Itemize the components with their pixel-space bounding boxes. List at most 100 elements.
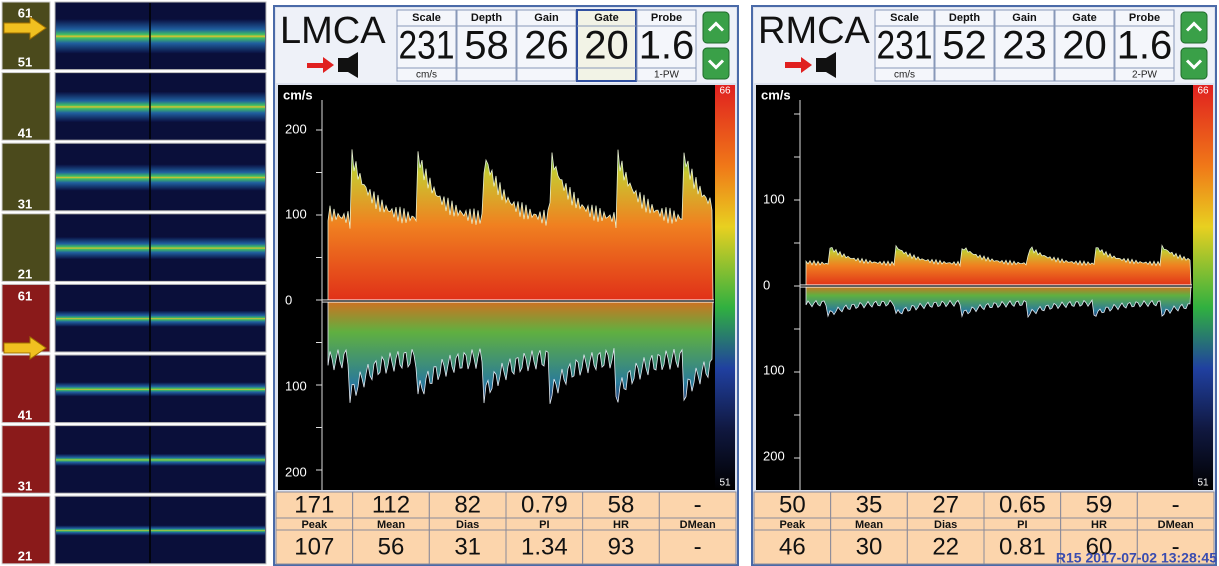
scroll-down-button[interactable] — [702, 47, 730, 80]
stat-value: 112 — [372, 491, 410, 518]
stat-cell — [983, 529, 1062, 565]
field-box[interactable] — [1114, 9, 1175, 82]
color-scale-top: 66 — [719, 86, 731, 97]
stat-label: Mean — [855, 519, 883, 531]
stat-value: 27 — [932, 491, 959, 518]
probe-icon — [338, 52, 358, 78]
depth-label: 41 — [18, 407, 32, 422]
stat-value: 0.65 — [999, 491, 1046, 518]
stat-value: - — [1172, 491, 1180, 518]
stat-label: HR — [1091, 519, 1107, 531]
thumbnail-band — [56, 91, 265, 122]
field-label: Scale — [412, 12, 441, 24]
waveform-forward — [327, 149, 714, 302]
depth-cell — [1, 72, 51, 141]
field-value: 26 — [524, 24, 569, 68]
stat-cell — [753, 529, 832, 565]
axis-tick-label: 100 — [763, 191, 785, 206]
scroll-down-button[interactable] — [1180, 47, 1208, 80]
probe-icon — [816, 52, 836, 78]
stat-label: Dias — [456, 519, 479, 531]
axis-unit: cm/s — [761, 87, 791, 102]
button-chevron — [707, 59, 725, 70]
field-label: Gate — [594, 12, 618, 24]
field-value: 20 — [1062, 24, 1107, 68]
depth-label: 31 — [18, 478, 32, 493]
field-box[interactable] — [516, 9, 577, 82]
button-chevron — [1185, 21, 1203, 32]
stat-value: - — [694, 533, 702, 560]
stat-value: 31 — [454, 533, 481, 560]
field-box[interactable] — [636, 9, 697, 82]
field-box[interactable] — [934, 9, 995, 82]
depth-cell — [1, 142, 51, 212]
stat-value: 0.81 — [999, 533, 1046, 560]
stat-value: 56 — [378, 533, 405, 560]
depth-cell — [1, 213, 51, 282]
axis-tick-label: 100 — [763, 362, 785, 377]
field-label: Probe — [1129, 12, 1160, 24]
probe-arrow — [307, 57, 334, 73]
stat-value: 46 — [779, 533, 806, 560]
stat-value: 0.79 — [521, 491, 568, 518]
stat-cell — [275, 529, 354, 565]
field-value: 58 — [464, 24, 509, 68]
field-label: Gain — [1012, 12, 1037, 24]
axis-tick-label: 0 — [763, 277, 770, 292]
field-box[interactable] — [456, 9, 517, 82]
field-box[interactable] — [576, 9, 637, 82]
stat-value: 171 — [294, 491, 334, 518]
depth-cell — [1, 495, 51, 565]
stat-cell — [505, 529, 584, 565]
field-box[interactable] — [1054, 9, 1115, 82]
stat-cell — [658, 491, 737, 519]
thumbnail-band — [56, 164, 265, 191]
waveform-reverse — [805, 285, 1192, 319]
stat-label: DMean — [680, 519, 716, 531]
stat-value: 35 — [856, 491, 883, 518]
stat-value: 30 — [856, 533, 883, 560]
field-unit: 1-PW — [654, 70, 680, 81]
stat-value: 1.34 — [521, 533, 568, 560]
field-unit: cm/s — [894, 70, 915, 81]
thumbnail-band — [56, 525, 265, 536]
button-chevron — [707, 21, 725, 32]
depth-label: 61 — [18, 288, 32, 303]
depth-label: 61 — [18, 5, 32, 20]
field-value: 52 — [942, 24, 987, 68]
field-value: 23 — [1002, 24, 1047, 68]
field-box[interactable] — [994, 9, 1055, 82]
depth-cell — [1, 354, 51, 424]
stat-cell — [582, 529, 660, 565]
axis-tick-label: 200 — [763, 448, 785, 463]
color-scale — [715, 85, 735, 490]
stat-label: Dias — [934, 519, 957, 531]
stat-cell — [1136, 529, 1215, 565]
stat-label: PI — [539, 519, 549, 531]
axis-tick-label: 0 — [285, 292, 292, 307]
scroll-up-button[interactable] — [702, 11, 730, 44]
stat-cell — [428, 491, 507, 519]
color-scale — [1193, 85, 1213, 490]
stat-value: 60 — [1086, 533, 1113, 560]
depth-label: 51 — [18, 54, 32, 69]
stat-label: HR — [613, 519, 629, 531]
scroll-up-button[interactable] — [1180, 11, 1208, 44]
depth-label: 41 — [18, 125, 32, 140]
selection-arrow — [3, 16, 47, 40]
color-scale-bottom: 51 — [719, 478, 731, 489]
axis-unit: cm/s — [283, 87, 313, 102]
depth-cell — [1, 425, 51, 494]
waveform-reverse — [327, 300, 714, 404]
field-box[interactable] — [874, 9, 935, 82]
field-label: Depth — [949, 12, 980, 24]
stat-label: Peak — [301, 519, 328, 531]
stat-label: DMean — [1158, 519, 1194, 531]
stat-value: 59 — [1086, 491, 1113, 518]
field-box[interactable] — [396, 9, 457, 82]
axis-tick-label: 100 — [285, 378, 307, 393]
field-label: Gate — [1072, 12, 1096, 24]
stat-value: - — [1172, 533, 1180, 560]
stat-cell — [352, 529, 430, 565]
